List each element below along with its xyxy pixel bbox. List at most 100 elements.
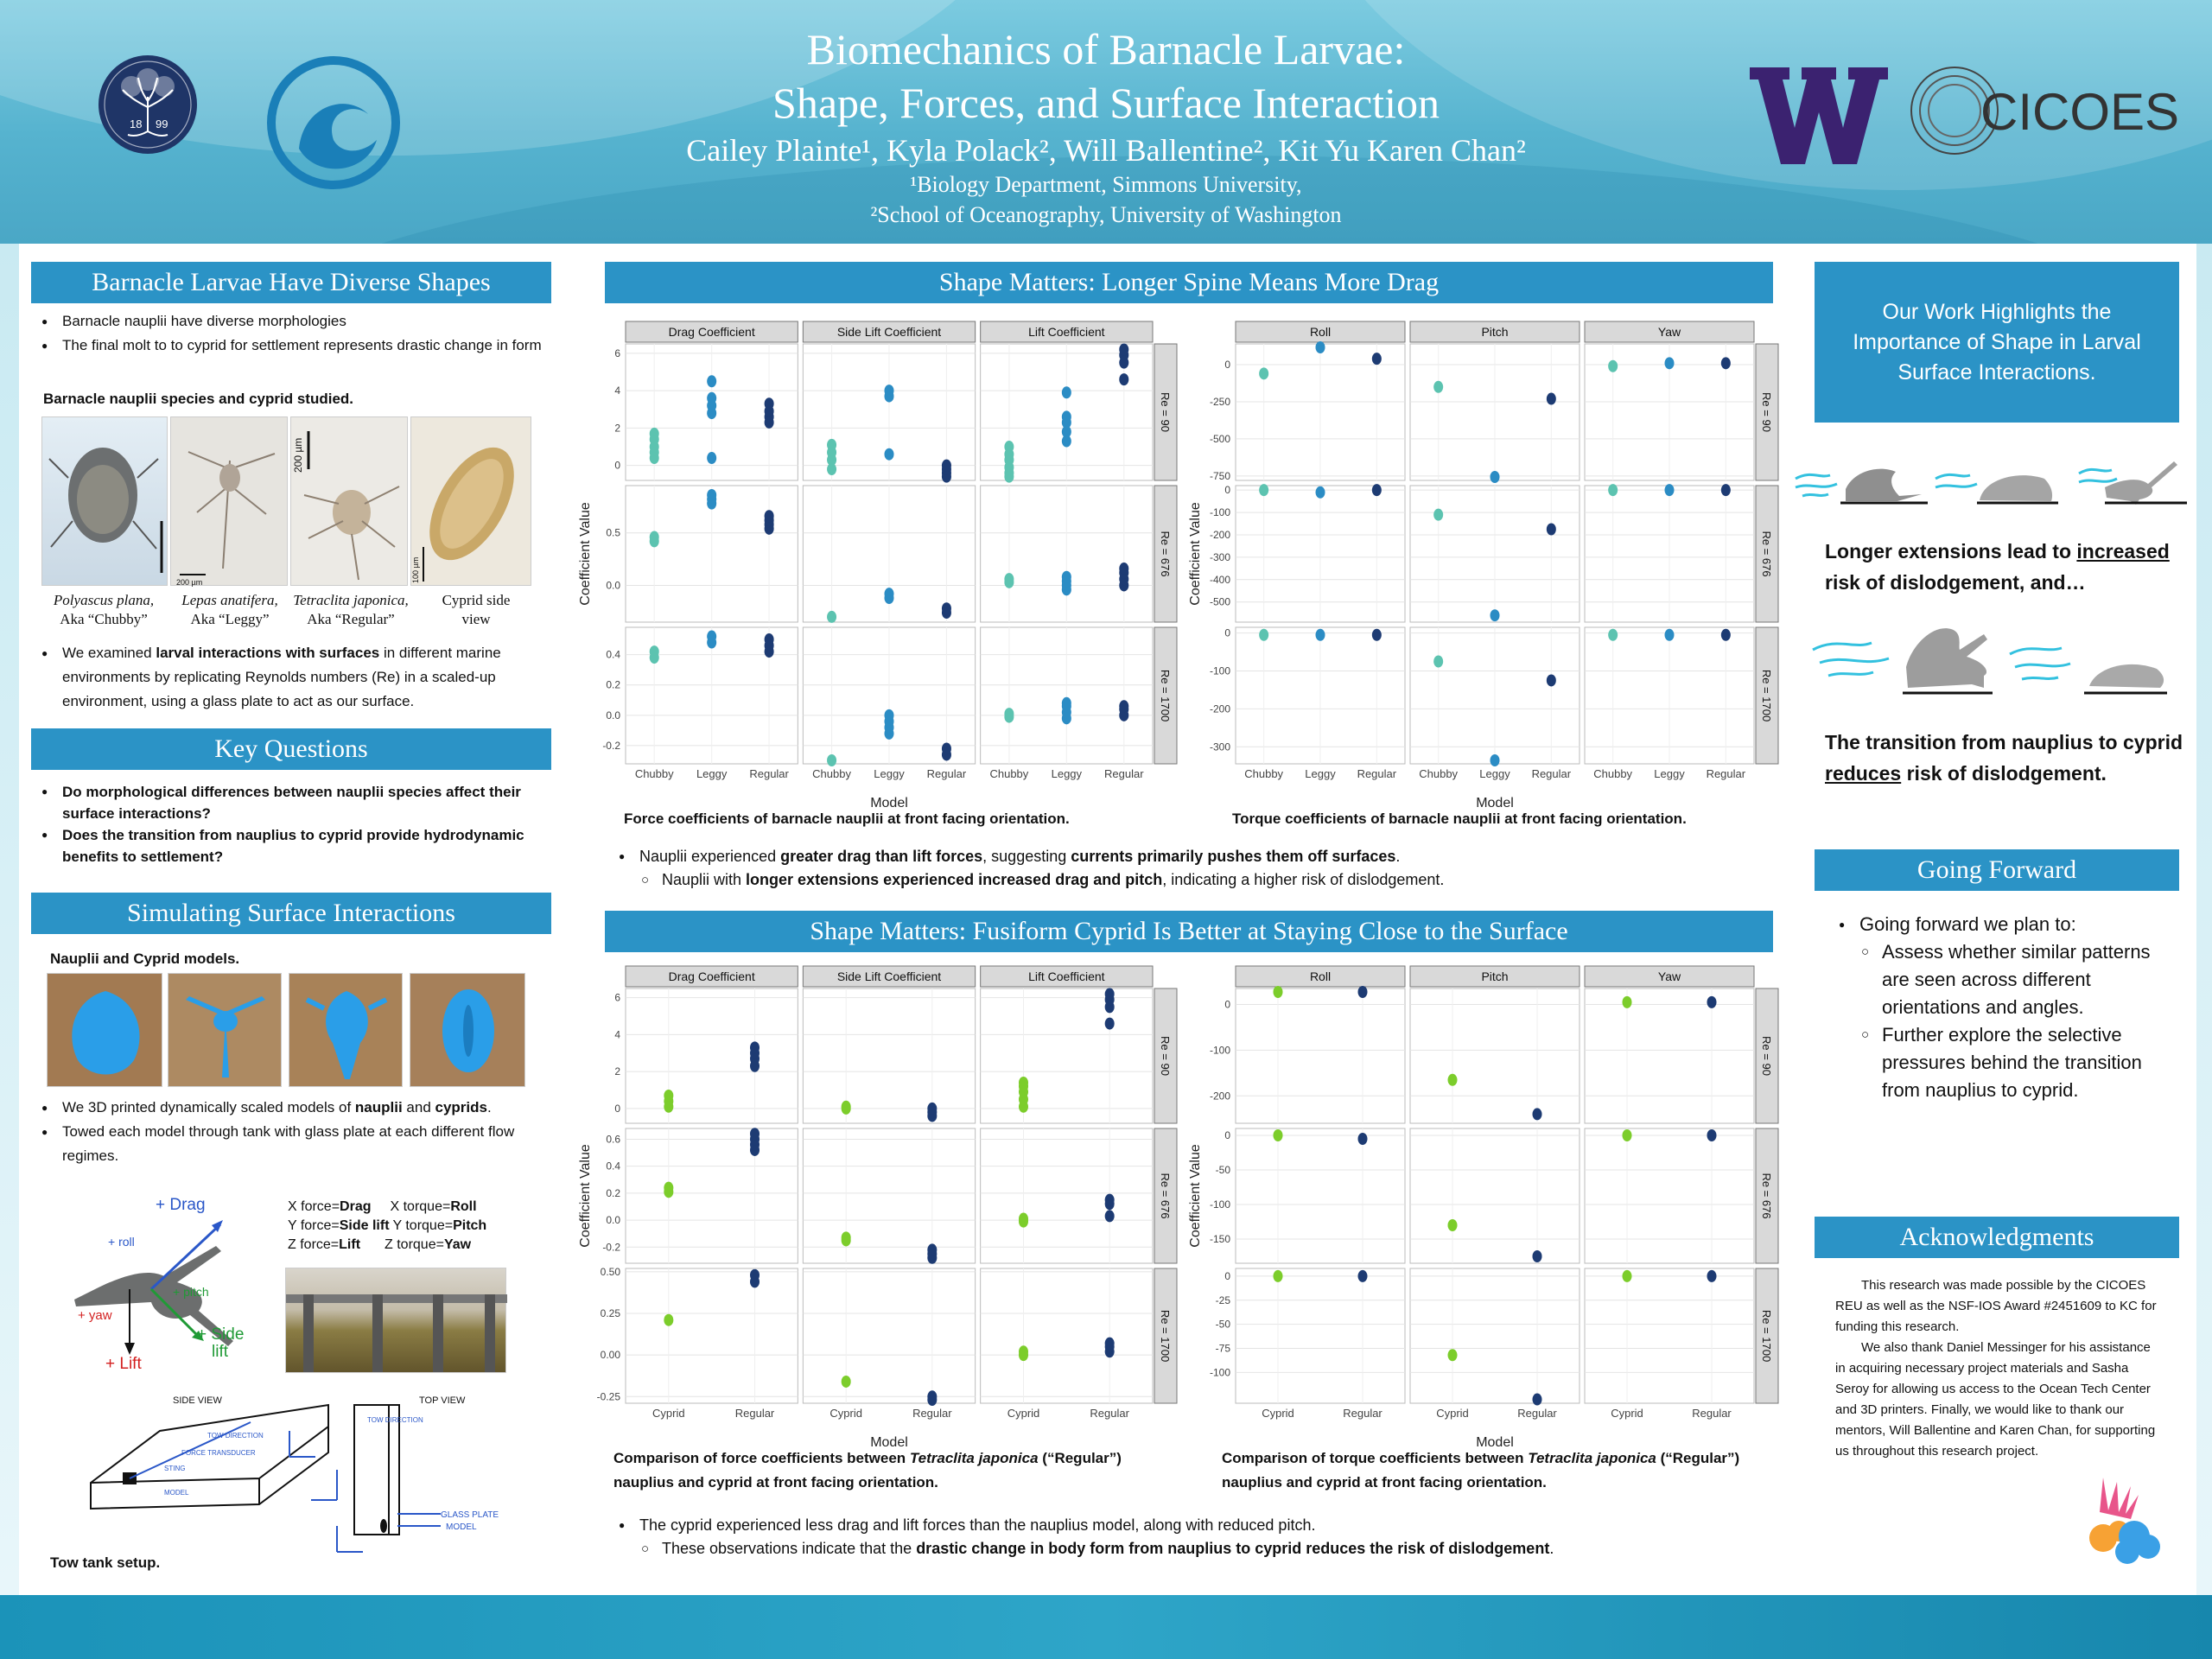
data-point (1532, 1393, 1542, 1406)
data-point (941, 459, 951, 472)
y-tick-label: 0 (1224, 1129, 1230, 1141)
data-point (1433, 508, 1444, 521)
y-tick-label: 0.00 (601, 1349, 621, 1361)
facet-row-title: Re = 90 (1159, 1036, 1172, 1076)
facet-row-title: Re = 1700 (1760, 1310, 1773, 1362)
data-point (827, 463, 837, 476)
x-tick-label: Leggy (1654, 767, 1685, 780)
species-heading: Barnacle nauplii species and cyprid stud… (43, 391, 354, 407)
data-point (1664, 484, 1675, 497)
data-point (1259, 628, 1269, 641)
section-diverse-shapes: Barnacle Larvae Have Diverse Shapes (31, 262, 551, 303)
y-tick-label: 0 (1224, 484, 1230, 496)
x-tick-label: Regular (912, 1407, 952, 1420)
dislodgement-illustration-1 (1795, 461, 2187, 505)
facet-panel (980, 988, 1154, 1124)
highlight-box: Our Work Highlights the Importance of Sh… (1815, 262, 2179, 423)
data-point (1315, 341, 1325, 353)
facet-panel (1235, 988, 1406, 1124)
y-tick-label: -50 (1216, 1164, 1231, 1176)
y-tick-label: 0 (1224, 627, 1230, 639)
data-point (1608, 359, 1618, 372)
dislodgement-illustration-2 (1812, 628, 2167, 695)
data-point (1546, 674, 1556, 687)
facet-title: Roll (1310, 969, 1331, 983)
caption-chubby: Polyascus plana, Aka “Chubby” (53, 592, 155, 627)
data-point (1490, 754, 1500, 766)
x-tick-label: Chubby (1419, 767, 1458, 780)
data-point (884, 709, 894, 721)
data-point (1664, 357, 1675, 370)
facet-row-title: Re = 1700 (1159, 670, 1172, 721)
y-tick-label: -300 (1210, 551, 1230, 563)
data-point (664, 1313, 674, 1326)
x-tick-label: Leggy (1479, 767, 1510, 780)
model-photo-regular (289, 973, 403, 1087)
facet-panel (625, 988, 798, 1124)
facet-title: Drag Coefficient (669, 325, 755, 339)
seal-year-2: 99 (156, 118, 168, 130)
y-tick-label: 0.4 (606, 649, 620, 661)
data-point (764, 510, 774, 523)
data-point (750, 1041, 760, 1054)
x-axis-label: Model (1476, 1435, 1514, 1450)
data-point (1259, 367, 1269, 380)
cicoes-logo: CICOES (1910, 67, 2179, 155)
data-point (707, 488, 717, 501)
data-point (1061, 425, 1071, 438)
forward-item: Further explore the selective pressures … (1859, 1021, 2181, 1104)
facet-panel (1584, 1128, 1755, 1264)
data-point (1104, 1193, 1115, 1206)
facet-row-title: Re = 676 (1760, 1173, 1773, 1218)
facet-strip (1584, 321, 1755, 343)
section-key-questions: Key Questions (31, 728, 551, 770)
facet-panel (625, 1268, 798, 1404)
y-tick-label: -50 (1216, 1319, 1231, 1331)
y-tick-label: -100 (1210, 1044, 1230, 1056)
facet-title: Side Lift Coefficient (837, 325, 941, 339)
data-point (1622, 1269, 1632, 1282)
data-point (1357, 1269, 1368, 1282)
data-point (941, 742, 951, 755)
affiliation-2: ²School of Oceanography, University of W… (870, 202, 1342, 227)
data-point (750, 1128, 760, 1141)
scale-label: 200 µm (176, 578, 202, 587)
facet-panel (802, 1128, 976, 1264)
facet-row-title: Re = 1700 (1760, 670, 1773, 721)
facet-panel (980, 1128, 1154, 1264)
facet-strip (625, 321, 798, 343)
data-point (707, 630, 717, 643)
data-point (649, 531, 659, 543)
x-tick-label: Regular (1104, 767, 1144, 780)
model-photo-leggy (168, 973, 282, 1087)
label-pitch: + pitch (173, 1285, 209, 1299)
fig4-caption: Comparison of torque coefficients betwee… (1222, 1450, 1740, 1491)
x-tick-label: Cyprid (1007, 1407, 1040, 1420)
x-tick-label: Cyprid (1262, 1407, 1294, 1420)
y-tick-label: 4 (614, 1028, 620, 1040)
x-tick-label: Regular (1517, 1407, 1557, 1420)
facet-title: Roll (1310, 325, 1331, 339)
facet-title: Side Lift Coefficient (837, 969, 941, 983)
section-simulating: Simulating Surface Interactions (31, 893, 551, 934)
data-point (941, 602, 951, 615)
x-tick-label: Cyprid (1436, 1407, 1469, 1420)
printed-bullets: We 3D printed dynamically scaled models … (38, 1096, 548, 1168)
facet-strip (802, 321, 976, 343)
data-point (1720, 357, 1731, 370)
data-point (1061, 410, 1071, 423)
diverse-shapes-bullets: Barnacle nauplii have diverse morphologi… (38, 309, 548, 358)
data-point (649, 427, 659, 440)
sketch-label: MODEL (164, 1489, 189, 1497)
x-tick-label: Chubby (989, 767, 1028, 780)
forward-item: Assess whether similar patterns are seen… (1859, 938, 2181, 1021)
x-tick-label: Regular (1707, 767, 1746, 780)
fig2-caption: Torque coefficients of barnacle nauplii … (1232, 810, 1687, 827)
facet-strip (625, 965, 798, 988)
facet-row-title: Re = 90 (1760, 1036, 1773, 1076)
y-tick-label: 0.0 (606, 579, 620, 591)
y-tick-label: 0.25 (601, 1307, 621, 1319)
cyprid-findings: The cyprid experienced less drag and lif… (615, 1514, 1773, 1560)
data-point (1622, 1129, 1632, 1141)
chart-torque-nauplii: Coefficient Value Model Roll Pitch Yaw Re = 9… (1184, 320, 1780, 812)
